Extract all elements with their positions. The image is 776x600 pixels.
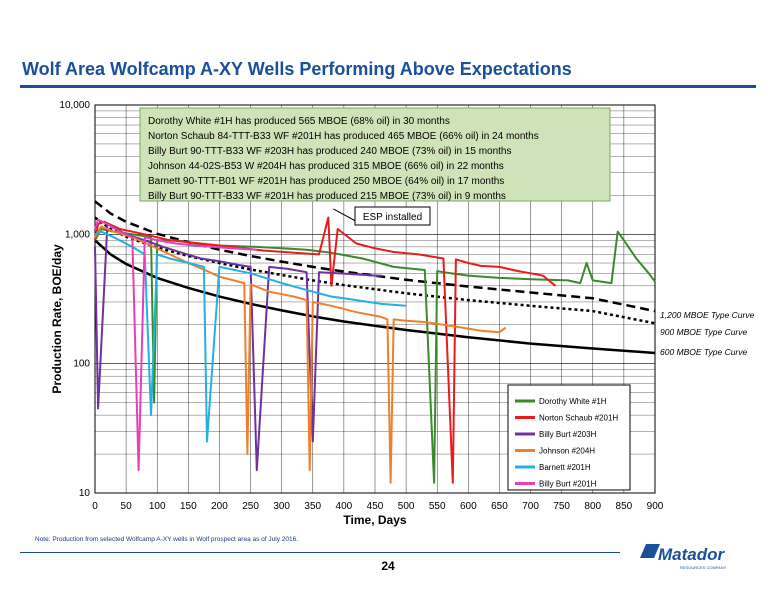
- legend-entry: Barnett #201H: [539, 463, 591, 472]
- series-line: [94, 216, 557, 484]
- x-tick-label: 500: [398, 501, 415, 512]
- legend-entry: Dorothy White #1H: [539, 397, 607, 406]
- legend-entry: Billy Burt #203H: [539, 430, 597, 439]
- x-tick-label: 450: [367, 501, 384, 512]
- x-tick-label: 200: [211, 501, 228, 512]
- series-line: [94, 225, 507, 484]
- series-line: [94, 230, 407, 443]
- type-curve-line: [94, 200, 656, 313]
- company-logo: Matador RESOURCES COMPANY: [640, 544, 727, 570]
- x-tick-label: 0: [92, 501, 98, 512]
- x-tick-label: 650: [491, 501, 508, 512]
- footnote: Note: Production from selected Wolfcamp …: [35, 536, 299, 543]
- x-tick-label: 100: [149, 501, 166, 512]
- series-line: [94, 228, 656, 484]
- y-tick-label: 1,000: [65, 229, 90, 240]
- legend-entry: Johnson #204H: [539, 447, 595, 456]
- label-layer: 1,200 MBOE Type Curve 900 MBOE Type Curve…: [139, 107, 755, 491]
- footer-rule: [20, 552, 620, 553]
- annotation-line: Billy Burt 90-TTT-B33 WF #203H has produ…: [148, 146, 512, 157]
- x-tick-label: 600: [460, 501, 477, 512]
- legend-entry: Billy Burt #201H: [539, 480, 597, 489]
- series-layer: [94, 216, 656, 484]
- y-tick-label: 100: [73, 359, 90, 370]
- x-tick-label: 50: [121, 501, 133, 512]
- type-curve-label: 600 MBOE Type Curve: [660, 347, 748, 357]
- type-curve-line: [94, 216, 656, 325]
- callout-box: [354, 206, 431, 226]
- axis-layer: 0 50 100 150 200 250 300 350 400 450 500 550 600 650 7…: [50, 100, 664, 527]
- callout-text: ESP installed: [363, 212, 422, 223]
- x-tick-label: 250: [242, 501, 259, 512]
- logo-wordmark: Matador: [658, 545, 726, 564]
- x-tick-label: 300: [273, 501, 290, 512]
- title-rule: [20, 85, 756, 88]
- legend-entry: Norton Schaub #201H: [539, 414, 618, 423]
- series-line: [94, 218, 257, 472]
- y-axis-label: Production Rate, BOE/day: [50, 244, 64, 394]
- x-tick-label: 550: [429, 501, 446, 512]
- x-tick-label: 350: [304, 501, 321, 512]
- type-curve-label: 900 MBOE Type Curve: [660, 327, 748, 337]
- x-tick-label: 850: [616, 501, 633, 512]
- x-axis-label: Time, Days: [343, 513, 406, 527]
- annotation-line: Johnson 44-02S-B53 W #204H has produced …: [148, 161, 504, 172]
- y-tick-label: 10,000: [59, 100, 90, 111]
- annotation-box: [139, 107, 611, 202]
- annotation-line: Norton Schaub 84-TTT-B33 WF #201H has pr…: [148, 131, 539, 142]
- logo-mark-icon: [640, 544, 660, 558]
- x-tick-label: 750: [553, 501, 570, 512]
- x-tick-label: 900: [647, 501, 664, 512]
- y-tick-label: 10: [79, 488, 91, 499]
- page-number: 24: [381, 559, 395, 573]
- annotation-line: Dorothy White #1H has produced 565 MBOE …: [148, 116, 450, 127]
- type-curve-line: [94, 239, 656, 355]
- logo-subtext: RESOURCES COMPANY: [680, 565, 727, 570]
- x-tick-label: 800: [584, 501, 601, 512]
- slide-title: Wolf Area Wolfcamp A-XY Wells Performing…: [22, 59, 572, 79]
- legend-box: [507, 384, 631, 491]
- x-tick-label: 700: [522, 501, 539, 512]
- annotation-line: Barnett 90-TTT-B01 WF #201H has produced…: [148, 176, 504, 187]
- annotation-line: Billy Burt 90-TTT-B33 WF #201H has produ…: [148, 191, 506, 202]
- type-curve-label: 1,200 MBOE Type Curve: [660, 310, 755, 320]
- x-tick-label: 400: [336, 501, 353, 512]
- x-tick-label: 150: [180, 501, 197, 512]
- type-curve-layer: [94, 200, 656, 355]
